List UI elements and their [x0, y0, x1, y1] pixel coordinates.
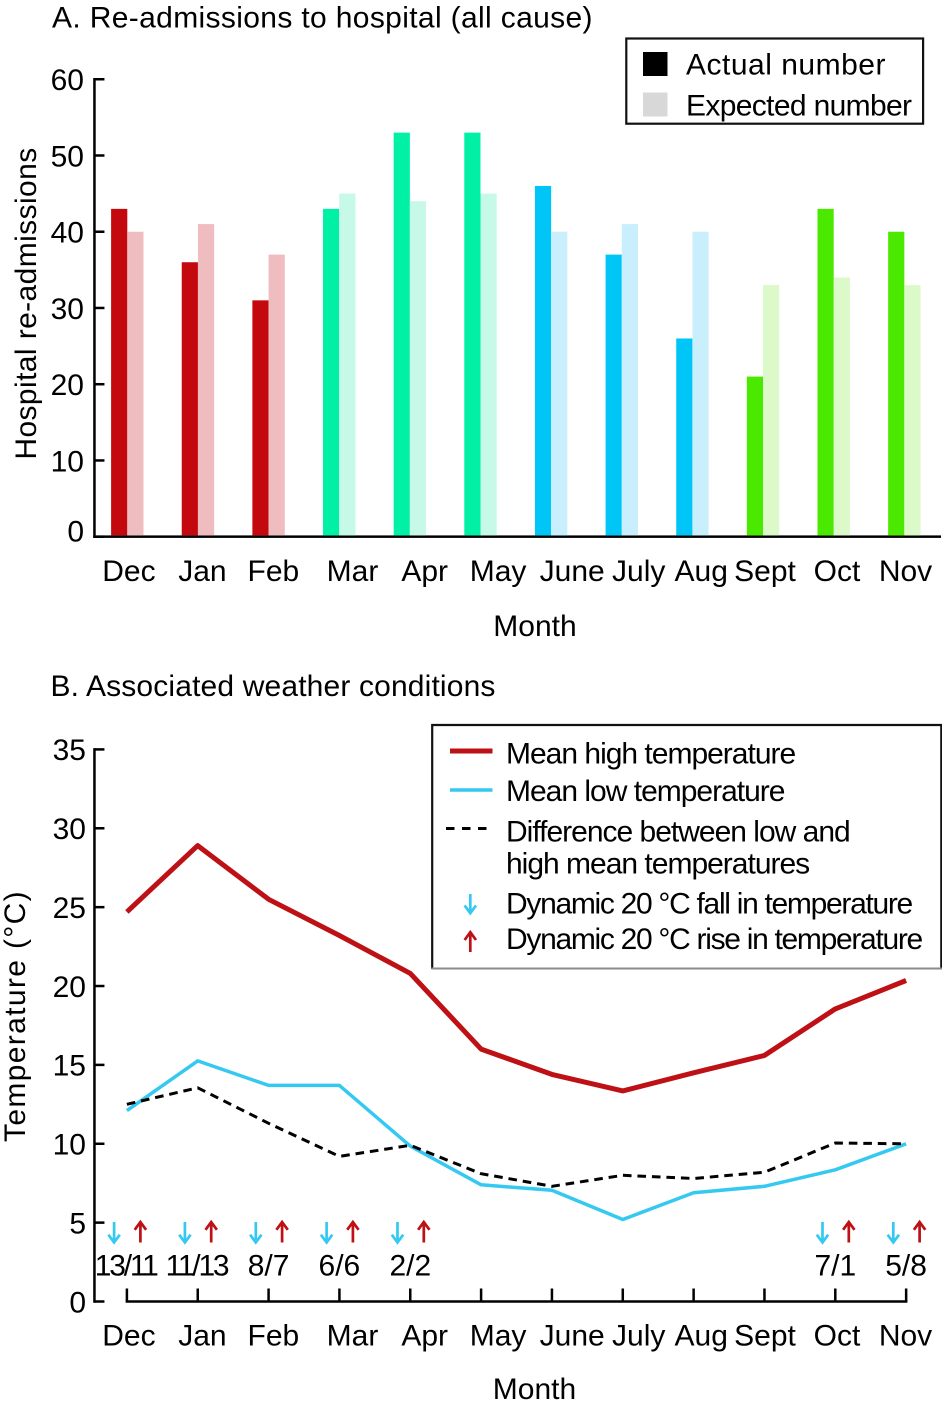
svg-text:Aug: Aug — [675, 555, 728, 588]
svg-text:Nov: Nov — [879, 555, 932, 588]
svg-text:50: 50 — [51, 140, 84, 173]
svg-text:Jan: Jan — [178, 1320, 226, 1353]
svg-text:7/1: 7/1 — [814, 1250, 856, 1283]
svg-text:Actual number: Actual number — [686, 49, 886, 82]
svg-text:Sept: Sept — [734, 555, 796, 588]
svg-text:Jan: Jan — [178, 555, 226, 588]
svg-text:35: 35 — [53, 734, 86, 767]
svg-text:Nov: Nov — [879, 1320, 932, 1353]
svg-text:Dec: Dec — [102, 1320, 155, 1353]
svg-text:Temperature (°C): Temperature (°C) — [0, 890, 32, 1142]
svg-text:Dec: Dec — [102, 555, 155, 588]
svg-text:5/8: 5/8 — [885, 1250, 927, 1283]
svg-text:15: 15 — [53, 1050, 86, 1083]
svg-text:Difference between low and: Difference between low and — [506, 816, 850, 849]
svg-text:Oct: Oct — [814, 1320, 861, 1353]
svg-text:Oct: Oct — [814, 555, 861, 588]
svg-text:Apr: Apr — [401, 555, 448, 588]
svg-text:8/7: 8/7 — [248, 1250, 290, 1283]
svg-text:10: 10 — [51, 445, 84, 478]
svg-text:0: 0 — [67, 515, 84, 548]
svg-text:Dynamic 20 °C fall in temperat: Dynamic 20 °C fall in temperature — [506, 888, 913, 921]
svg-text:May: May — [470, 1320, 527, 1353]
svg-text:Expected number: Expected number — [686, 89, 912, 122]
svg-text:A. Re-admissions to hospital (: A. Re-admissions to hospital (all cause) — [52, 2, 593, 35]
svg-text:Apr: Apr — [401, 1320, 448, 1353]
svg-text:11/13: 11/13 — [166, 1250, 229, 1283]
svg-text:60: 60 — [51, 64, 84, 97]
svg-text:30: 30 — [53, 813, 86, 846]
svg-text:Mean low temperature: Mean low temperature — [506, 775, 785, 808]
svg-text:June: June — [540, 555, 605, 588]
svg-text:10: 10 — [53, 1129, 86, 1162]
svg-text:June: June — [540, 1320, 605, 1353]
svg-text:July: July — [612, 555, 665, 588]
svg-text:Month: Month — [493, 610, 576, 643]
svg-text:20: 20 — [53, 971, 86, 1004]
svg-text:Mar: Mar — [327, 1320, 379, 1353]
svg-text:Mar: Mar — [327, 555, 379, 588]
svg-text:2/2: 2/2 — [389, 1250, 431, 1283]
svg-text:Mean high temperature: Mean high temperature — [506, 738, 795, 771]
svg-text:Month: Month — [493, 1373, 576, 1403]
svg-text:20: 20 — [51, 369, 84, 402]
svg-text:Hospital re-admissions: Hospital re-admissions — [10, 147, 43, 459]
svg-text:40: 40 — [51, 217, 84, 250]
svg-text:30: 30 — [51, 293, 84, 326]
svg-text:Aug: Aug — [675, 1320, 728, 1353]
svg-text:Feb: Feb — [248, 1320, 300, 1353]
svg-text:0: 0 — [69, 1286, 86, 1319]
svg-text:Dynamic 20 °C rise in temperat: Dynamic 20 °C rise in temperature — [506, 923, 923, 956]
svg-text:May: May — [470, 555, 527, 588]
svg-text:Feb: Feb — [248, 555, 300, 588]
svg-text:25: 25 — [53, 892, 86, 925]
svg-text:B. Associated weather conditio: B. Associated weather conditions — [51, 670, 496, 703]
svg-text:5: 5 — [69, 1207, 86, 1240]
svg-text:6/6: 6/6 — [319, 1250, 361, 1283]
svg-text:July: July — [612, 1320, 665, 1353]
svg-text:high mean temperatures: high mean temperatures — [506, 848, 809, 881]
svg-text:Sept: Sept — [734, 1320, 796, 1353]
svg-text:13/11: 13/11 — [95, 1250, 158, 1283]
